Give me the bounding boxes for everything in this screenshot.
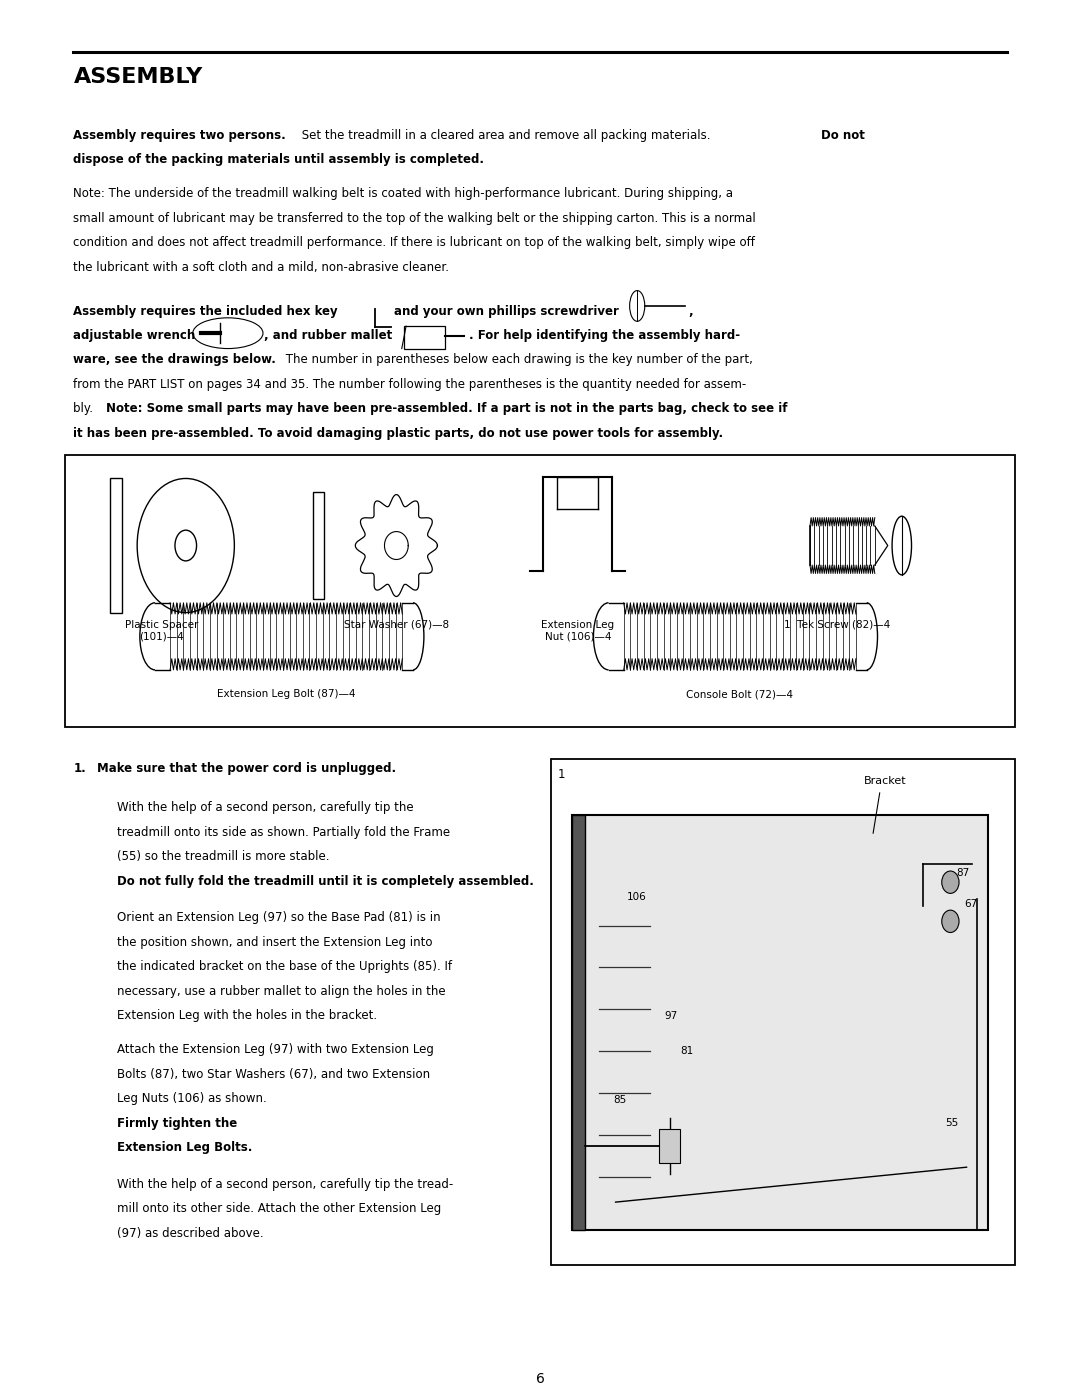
Text: necessary, use a rubber mallet to align the holes in the: necessary, use a rubber mallet to align …	[117, 985, 445, 997]
Text: Extension Leg Bolt (87)—4: Extension Leg Bolt (87)—4	[217, 689, 355, 700]
Text: the lubricant with a soft cloth and a mild, non-abrasive cleaner.: the lubricant with a soft cloth and a mi…	[73, 260, 449, 274]
Text: Set the treadmill in a cleared area and remove all packing materials.: Set the treadmill in a cleared area and …	[298, 129, 714, 141]
Text: Do not: Do not	[821, 129, 865, 141]
FancyBboxPatch shape	[572, 814, 988, 1229]
Ellipse shape	[137, 478, 234, 612]
Text: adjustable wrench: adjustable wrench	[73, 328, 195, 342]
Text: Orient an Extension Leg (97) so the Base Pad (81) is in: Orient an Extension Leg (97) so the Base…	[117, 911, 441, 925]
Text: Note: Some small parts may have been pre-assembled. If a part is not in the part: Note: Some small parts may have been pre…	[106, 402, 787, 415]
Text: 1: 1	[557, 767, 565, 781]
Text: Make sure that the power cord is unplugged.: Make sure that the power cord is unplugg…	[97, 761, 396, 775]
Text: Extension Leg
Nut (106)—4: Extension Leg Nut (106)—4	[541, 619, 615, 641]
FancyBboxPatch shape	[313, 492, 324, 598]
Text: and your own phillips screwdriver: and your own phillips screwdriver	[394, 305, 619, 317]
Text: , and rubber mallet: , and rubber mallet	[264, 328, 392, 342]
FancyBboxPatch shape	[572, 814, 585, 1229]
Ellipse shape	[175, 529, 197, 560]
Text: (97) as described above.: (97) as described above.	[117, 1227, 264, 1239]
Text: Assembly requires the included hex key: Assembly requires the included hex key	[73, 305, 338, 317]
Text: Note: The underside of the treadmill walking belt is coated with high-performanc: Note: The underside of the treadmill wal…	[73, 187, 733, 200]
Text: With the help of a second person, carefully tip the: With the help of a second person, carefu…	[117, 800, 414, 814]
Text: mill onto its other side. Attach the other Extension Leg: mill onto its other side. Attach the oth…	[117, 1201, 441, 1215]
Text: dispose of the packing materials until assembly is completed.: dispose of the packing materials until a…	[73, 152, 485, 166]
Text: Plastic Spacer
(101)—4: Plastic Spacer (101)—4	[125, 619, 199, 641]
Text: Bolts (87), two Star Washers (67), and two Extension: Bolts (87), two Star Washers (67), and t…	[117, 1067, 430, 1081]
Text: small amount of lubricant may be transferred to the top of the walking belt or t: small amount of lubricant may be transfe…	[73, 211, 756, 225]
Text: 87: 87	[956, 868, 969, 879]
FancyBboxPatch shape	[404, 326, 445, 348]
Ellipse shape	[192, 317, 264, 348]
Text: Firmly tighten the: Firmly tighten the	[117, 1116, 237, 1130]
Text: The number in parentheses below each drawing is the key number of the part,: The number in parentheses below each dra…	[282, 353, 753, 366]
Text: 106: 106	[626, 891, 646, 902]
FancyBboxPatch shape	[551, 759, 1015, 1264]
Text: condition and does not affect treadmill performance. If there is lubricant on to: condition and does not affect treadmill …	[73, 236, 755, 249]
Text: 55: 55	[945, 1118, 958, 1129]
Text: With the help of a second person, carefully tip the tread-: With the help of a second person, carefu…	[117, 1178, 453, 1190]
Text: it has been pre-assembled. To avoid damaging plastic parts, do not use power too: it has been pre-assembled. To avoid dama…	[73, 426, 724, 440]
Text: . For help identifying the assembly hard-: . For help identifying the assembly hard…	[469, 328, 740, 342]
Text: 67: 67	[964, 898, 977, 909]
Text: 6: 6	[536, 1372, 544, 1386]
Text: Leg Nuts (106) as shown.: Leg Nuts (106) as shown.	[117, 1092, 270, 1105]
Text: Do not fully fold the treadmill until it is completely assembled.: Do not fully fold the treadmill until it…	[117, 875, 534, 887]
Text: bly.: bly.	[73, 402, 97, 415]
Text: ware, see the drawings below.: ware, see the drawings below.	[73, 353, 276, 366]
Ellipse shape	[630, 291, 645, 321]
Text: 1  Tek Screw (82)—4: 1 Tek Screw (82)—4	[784, 619, 890, 630]
Ellipse shape	[892, 515, 912, 574]
Text: Extension Leg Bolts.: Extension Leg Bolts.	[117, 1141, 252, 1154]
Text: Assembly requires two persons.: Assembly requires two persons.	[73, 129, 286, 141]
Text: from the PART LIST on pages 34 and 35. The number following the parentheses is t: from the PART LIST on pages 34 and 35. T…	[73, 377, 746, 391]
Text: 1.: 1.	[73, 761, 86, 775]
Text: ASSEMBLY: ASSEMBLY	[73, 67, 203, 87]
Text: ,: ,	[688, 305, 692, 317]
Text: Extension Leg with the holes in the bracket.: Extension Leg with the holes in the brac…	[117, 1009, 377, 1023]
Text: (55) so the treadmill is more stable.: (55) so the treadmill is more stable.	[117, 849, 333, 863]
Text: 97: 97	[664, 1010, 677, 1021]
Text: Attach the Extension Leg (97) with two Extension Leg: Attach the Extension Leg (97) with two E…	[117, 1044, 433, 1056]
Text: Star Washer (67)—8: Star Washer (67)—8	[343, 619, 449, 630]
Text: 81: 81	[680, 1045, 693, 1056]
Text: Console Bolt (72)—4: Console Bolt (72)—4	[686, 689, 794, 700]
FancyBboxPatch shape	[110, 478, 122, 612]
Text: the position shown, and insert the Extension Leg into: the position shown, and insert the Exten…	[117, 936, 432, 949]
Circle shape	[942, 870, 959, 893]
FancyBboxPatch shape	[659, 1129, 680, 1162]
Text: treadmill onto its side as shown. Partially fold the Frame: treadmill onto its side as shown. Partia…	[117, 826, 449, 838]
FancyBboxPatch shape	[65, 454, 1015, 726]
Circle shape	[942, 909, 959, 932]
Text: Bracket: Bracket	[864, 775, 906, 787]
Text: 85: 85	[613, 1094, 626, 1105]
Text: the indicated bracket on the base of the Uprights (85). If: the indicated bracket on the base of the…	[117, 960, 451, 974]
